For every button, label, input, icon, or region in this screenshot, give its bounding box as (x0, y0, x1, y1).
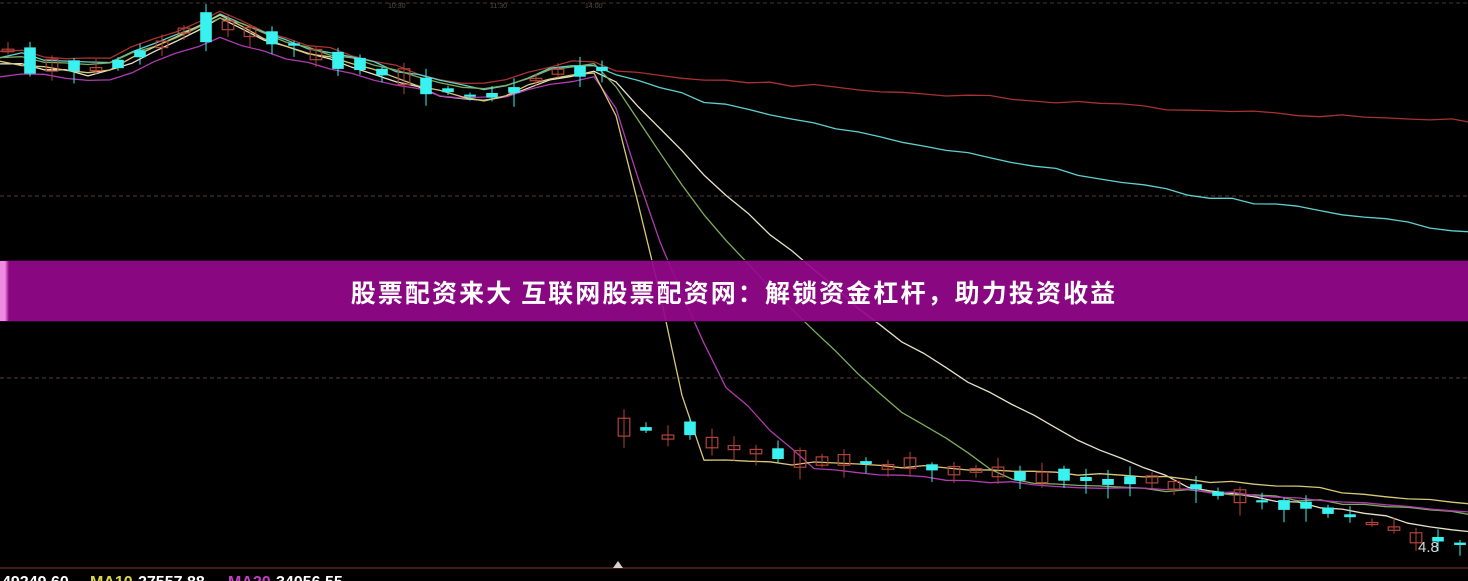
svg-text:34056.55: 34056.55 (276, 574, 343, 581)
svg-text:10:30: 10:30 (388, 3, 406, 10)
svg-text:MA10: MA10 (90, 574, 133, 581)
svg-text:4.8: 4.8 (1418, 539, 1439, 556)
svg-text:MA20: MA20 (228, 574, 271, 581)
svg-text:14:00: 14:00 (585, 3, 603, 10)
svg-text:27557.88: 27557.88 (138, 574, 205, 581)
svg-text:11:30: 11:30 (490, 3, 507, 10)
svg-text:49249.60: 49249.60 (2, 574, 69, 581)
